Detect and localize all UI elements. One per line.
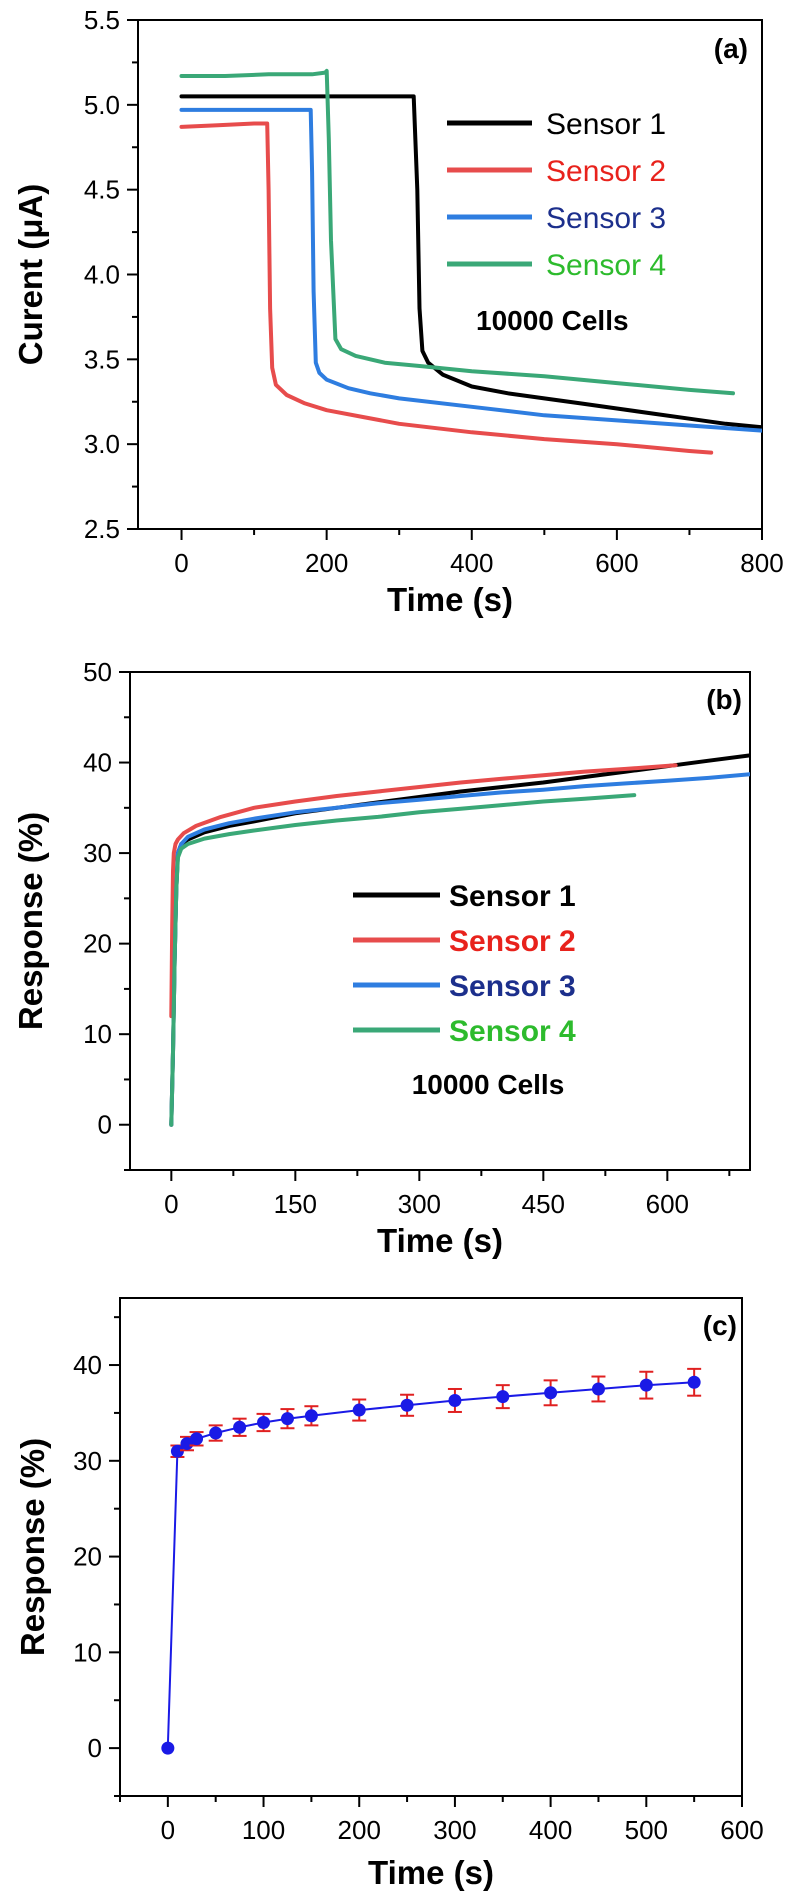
x-tick-label: 300 [433, 1815, 476, 1845]
data-point [209, 1426, 223, 1440]
panel-label: (b) [706, 684, 742, 715]
y-axis-title: Response (%) [12, 812, 49, 1030]
legend: Sensor 1 Sensor 2 Sensor 3 Sensor 4 [353, 880, 576, 1048]
series-line-sensor-4 [169, 793, 637, 1127]
series-group [161, 1367, 702, 1755]
y-tick-label: 30 [83, 838, 112, 868]
legend-label: Sensor 2 [449, 925, 576, 958]
y-tick-label: 5.5 [84, 5, 120, 35]
series-line-sensor-2 [169, 763, 678, 1019]
x-tick-label: 300 [398, 1189, 441, 1219]
data-point [304, 1409, 318, 1423]
legend-label: Sensor 1 [449, 880, 576, 913]
series-line-sensor-3 [179, 107, 762, 433]
data-point [639, 1378, 653, 1392]
data-point [544, 1386, 558, 1400]
y-tick-label: 2.5 [84, 514, 120, 544]
y-tick-label: 0 [98, 1110, 112, 1140]
panel-label: (a) [714, 33, 748, 64]
data-point [448, 1393, 462, 1407]
cells-annotation: 10000 Cells [476, 305, 629, 336]
y-tick-label: 40 [73, 1350, 102, 1380]
y-tick-label: 30 [73, 1446, 102, 1476]
data-point [233, 1420, 247, 1434]
data-point [190, 1432, 204, 1446]
x-tick-label: 0 [161, 1815, 175, 1845]
y-tick-label: 20 [83, 929, 112, 959]
legend-label: Sensor 3 [546, 202, 666, 235]
series-line-sensor-1 [179, 94, 762, 430]
x-tick-label: 100 [242, 1815, 285, 1845]
x-tick-label: 600 [595, 548, 638, 578]
y-tick-label: 10 [73, 1637, 102, 1667]
legend-label: Sensor 2 [546, 155, 666, 188]
series-line-mean-response [166, 1381, 695, 1749]
y-axis-title: Response (%) [14, 1438, 51, 1656]
data-point [496, 1390, 510, 1404]
panel-b: 0 150 300 450 600 0 10 20 30 40 50 Time (s) Response… [12, 657, 751, 1259]
x-tick-label: 200 [338, 1815, 381, 1845]
plot-frame [119, 1297, 743, 1797]
x-tick-label: 400 [529, 1815, 572, 1845]
y-tick-label: 40 [83, 748, 112, 778]
data-point [687, 1375, 701, 1389]
x-axis-title: Time (s) [368, 1854, 494, 1891]
y-tick-label: 5.0 [84, 90, 120, 120]
series-line-sensor-2 [179, 121, 714, 455]
data-point [280, 1412, 294, 1426]
x-tick-label: 400 [450, 548, 493, 578]
y-tick-label: 0 [88, 1733, 102, 1763]
plot-frame [129, 671, 751, 1171]
series-group [169, 753, 750, 1127]
cells-annotation: 10000 Cells [412, 1069, 565, 1100]
x-axis-title: Time (s) [377, 1222, 503, 1259]
x-tick-label: 0 [174, 548, 188, 578]
y-tick-label: 4.0 [84, 260, 120, 290]
x-tick-label: 500 [625, 1815, 668, 1845]
x-tick-label: 150 [274, 1189, 317, 1219]
data-point [352, 1403, 366, 1417]
data-point [180, 1437, 194, 1451]
legend-label: Sensor 4 [546, 249, 666, 282]
data-point [161, 1741, 175, 1755]
x-tick-label: 0 [164, 1189, 178, 1219]
legend-label: Sensor 1 [546, 108, 666, 141]
x-tick-label: 600 [646, 1189, 689, 1219]
x-tick-label: 450 [522, 1189, 565, 1219]
x-tick-label: 800 [740, 548, 783, 578]
x-tick-label: 200 [305, 548, 348, 578]
y-axis-title: Curent (μA) [12, 184, 49, 366]
panel-a: 0 200 400 600 800 2.5 3.0 3.5 4.0 4.5 5.0 5.5 Time (… [12, 5, 784, 618]
series-line-sensor-4 [179, 68, 735, 396]
y-tick-label: 50 [83, 657, 112, 687]
legend: Sensor 1 Sensor 2 Sensor 3 Sensor 4 [447, 108, 666, 282]
data-point [170, 1444, 184, 1458]
legend-label: Sensor 3 [449, 970, 576, 1003]
data-point [257, 1416, 271, 1429]
data-point [400, 1398, 414, 1412]
legend-label: Sensor 4 [449, 1015, 576, 1048]
series-group [179, 68, 762, 455]
y-tick-label: 20 [73, 1542, 102, 1572]
y-tick-label: 3.0 [84, 429, 120, 459]
panel-label: (c) [703, 1310, 737, 1341]
y-tick-label: 3.5 [84, 344, 120, 374]
y-tick-label: 4.5 [84, 175, 120, 205]
y-tick-label: 10 [83, 1019, 112, 1049]
x-tick-label: 600 [720, 1815, 763, 1845]
data-point [591, 1382, 605, 1396]
x-axis-title: Time (s) [387, 581, 513, 618]
panel-c: 0 100 200 300 400 500 600 0 10 20 30 40 Time (s) Resp… [14, 1297, 764, 1891]
